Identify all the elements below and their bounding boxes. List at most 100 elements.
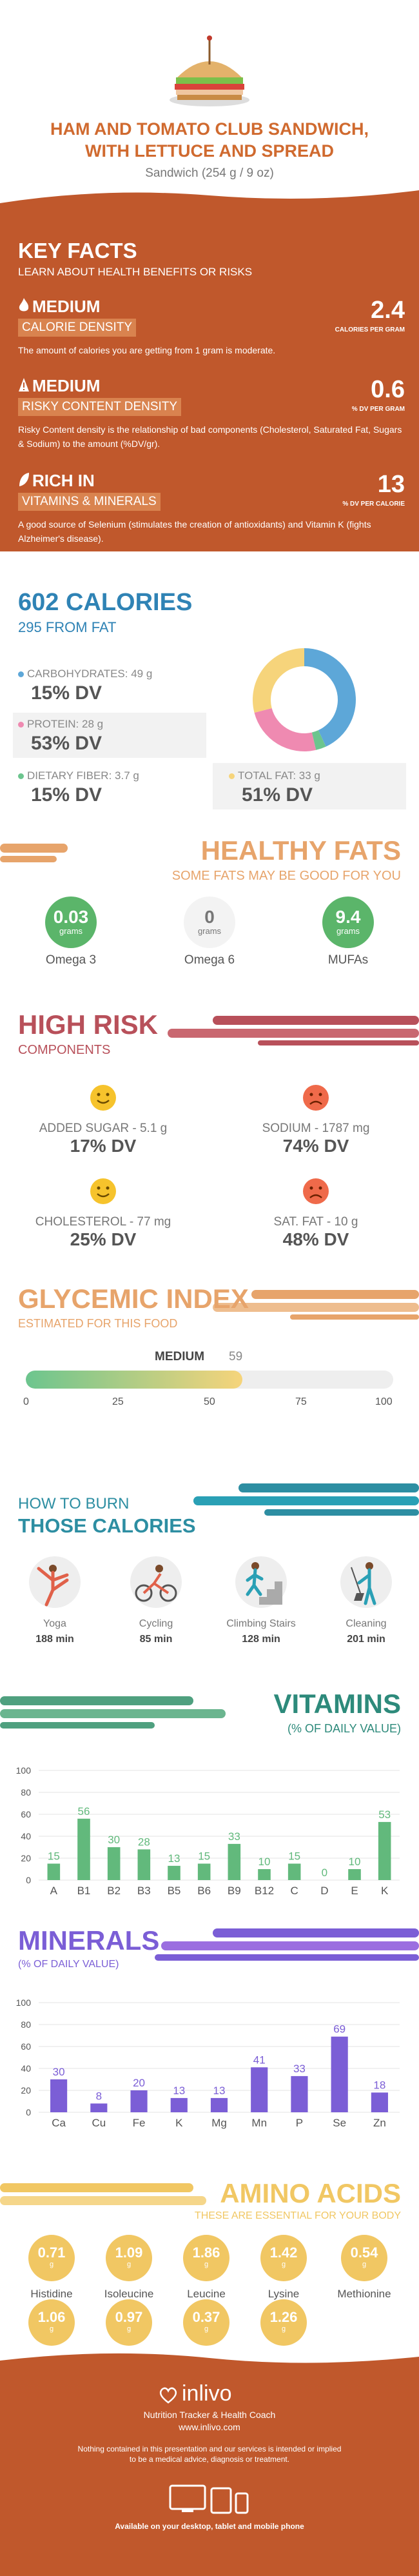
vitamin-value-label: 15: [198, 1850, 210, 1863]
carbs-dv: 15% DV: [31, 682, 102, 704]
footer: inlivo Nutrition Tracker & Health Coach …: [0, 2348, 419, 2576]
brand-name: inlivo: [182, 2381, 232, 2406]
fact-calorie-density: MEDIUM CALORIE DENSITY 2.4 CALORIES PER …: [18, 297, 405, 393]
fat-label-text: TOTAL FAT: 33 g: [238, 769, 320, 782]
vitamin-category-label: B5: [168, 1885, 181, 1897]
amino-item-histidine: 0.71 g Histidine: [16, 2235, 87, 2301]
carbs-label: CARBOHYDRATES: 49 g: [18, 668, 152, 680]
vitamin-category-label: B9: [228, 1885, 241, 1897]
protein-label-text: PROTEIN: 28 g: [27, 718, 104, 730]
fact-unit: CALORIES PER GRAM: [335, 326, 405, 333]
burn-item-stairs: Climbing Stairs 128 min: [216, 1554, 306, 1645]
burn-name: Yoga: [43, 1618, 66, 1629]
sandwich-image: [170, 35, 249, 106]
mineral-bar-Zn: [371, 2092, 388, 2112]
amino-name: Lysine: [268, 2288, 300, 2300]
mineral-category-label: Se: [333, 2117, 346, 2129]
omega3-unit: grams: [59, 926, 83, 936]
mineral-value-label: 8: [96, 2090, 102, 2102]
protein-row-bg: [13, 713, 206, 758]
brand-url[interactable]: www.inlivo.com: [179, 2422, 240, 2432]
burn-time: 128 min: [242, 1634, 280, 1645]
carbs-label-text: CARBOHYDRATES: 49 g: [27, 668, 153, 680]
mineral-ytick: 0: [26, 2107, 31, 2117]
food-title-line1: HAM AND TOMATO CLUB SANDWICH,: [50, 119, 369, 139]
vitamin-bar-B5: [168, 1865, 180, 1880]
burn-section: HOW TO BURN THOSE CALORIES Yoga 188 min …: [0, 1458, 419, 1670]
flame-icon: [19, 298, 29, 312]
vitamin-value-label: 15: [48, 1850, 60, 1863]
amino-value: 0.37: [192, 2309, 220, 2325]
amino-unit: g: [204, 2261, 209, 2268]
decor-stripes: [0, 844, 68, 862]
mineral-ytick: 80: [21, 2019, 31, 2030]
risk-dv: 17% DV: [70, 1136, 137, 1156]
risk-label: SODIUM - 1787 mg: [262, 1122, 370, 1135]
omega3-name: Omega 3: [45, 953, 97, 967]
fact-label: CALORIE DENSITY: [18, 319, 137, 337]
amino-name: Methionine: [337, 2288, 391, 2300]
omega6-name: Omega 6: [184, 953, 235, 967]
vitamin-ytick: 100: [16, 1765, 32, 1776]
key-facts-subheading: LEARN ABOUT HEALTH BENEFITS OR RISKS: [18, 266, 253, 278]
risk-label: CHOLESTEROL - 77 mg: [35, 1215, 171, 1229]
protein-label: PROTEIN: 28 g: [18, 718, 103, 731]
amino-unit: g: [362, 2261, 367, 2268]
amino-circle: 0.71 g: [28, 2235, 75, 2281]
mineral-category-label: P: [296, 2117, 303, 2129]
decor-stripes: [193, 1483, 419, 1516]
fact-value: 13: [377, 471, 405, 498]
burn-item-cycling: Cycling 85 min: [117, 1554, 195, 1645]
fact-description: Risky Content density is the relationshi…: [18, 424, 402, 449]
glycemic-section: GLYCEMIC INDEX ESTIMATED FOR THIS FOOD M…: [0, 1264, 419, 1458]
vitamin-value-label: 56: [78, 1805, 90, 1818]
gi-tick-100: 100: [375, 1396, 393, 1407]
amino-circle: 1.06 g: [28, 2299, 75, 2346]
brand-tagline: Nutrition Tracker & Health Coach: [143, 2410, 276, 2420]
amino-circle: 0.97 g: [106, 2299, 152, 2346]
burn-name: Climbing Stairs: [226, 1618, 296, 1629]
fiber-dot: [18, 773, 24, 779]
mineral-bar-Mn: [251, 2067, 268, 2112]
mineral-bar-P: [291, 2076, 308, 2112]
burn-time: 188 min: [35, 1634, 74, 1645]
vitamin-category-label: B6: [197, 1885, 211, 1897]
risk-item-satfat: SAT. FAT - 10 g 48% DV: [239, 1177, 393, 1250]
amino-value: 0.54: [350, 2244, 378, 2261]
mineral-bar-K: [170, 2097, 188, 2112]
omega6-circle: 0 grams: [184, 897, 235, 948]
sad-face-icon: [303, 1178, 329, 1204]
amino-unit: g: [126, 2325, 132, 2333]
yoga-icon: [29, 1556, 81, 1608]
mineral-value-label: 13: [173, 2085, 185, 2097]
burn-time: 85 min: [139, 1634, 173, 1645]
fact-level: RICH IN: [32, 471, 95, 490]
amino-item-leucine: 1.86 g Leucine: [171, 2235, 242, 2301]
gi-tick-0: 0: [23, 1396, 29, 1407]
amino-value: 0.97: [115, 2309, 143, 2325]
amino-circle: 1.09 g: [106, 2235, 152, 2281]
mineral-category-label: Fe: [133, 2117, 146, 2129]
vitamin-ytick: 80: [21, 1787, 31, 1798]
fat-row-bg: [213, 763, 406, 809]
gi-tick-75: 75: [295, 1396, 307, 1407]
mineral-category-label: K: [175, 2117, 183, 2129]
vitamin-ytick: 0: [26, 1875, 31, 1885]
key-facts-heading: KEY FACTS: [18, 239, 137, 263]
minerals-bar-chart: 0 20 40 60 80 100 30 Ca 8 Cu 20 Fe 13 K 13 Mg 41 Mn 33 P 69 S…: [16, 1997, 400, 2129]
mineral-value-label: 69: [333, 2023, 346, 2036]
mineral-bar-Se: [331, 2036, 348, 2112]
glycemic-track: [26, 1371, 393, 1389]
heart-logo-icon: [159, 2387, 177, 2404]
high-risk-subtitle: COMPONENTS: [18, 1043, 111, 1057]
decor-stripes: [0, 2183, 206, 2205]
happy-face-icon: [90, 1178, 116, 1204]
gi-tick-25: 25: [112, 1396, 124, 1407]
healthy-fats-section: HEALTHY FATS SOME FATS MAY BE GOOD FOR Y…: [0, 816, 419, 990]
mufa-name: MUFAs: [327, 953, 369, 967]
amino-item-tryptophan: 0.37gTryptophan: [171, 2299, 242, 2348]
vitamin-value-label: 30: [108, 1834, 120, 1846]
vitamin-value-label: 10: [258, 1856, 271, 1868]
calories-from-fat: 295 FROM FAT: [18, 619, 117, 635]
decor-stripes: [213, 1290, 419, 1320]
